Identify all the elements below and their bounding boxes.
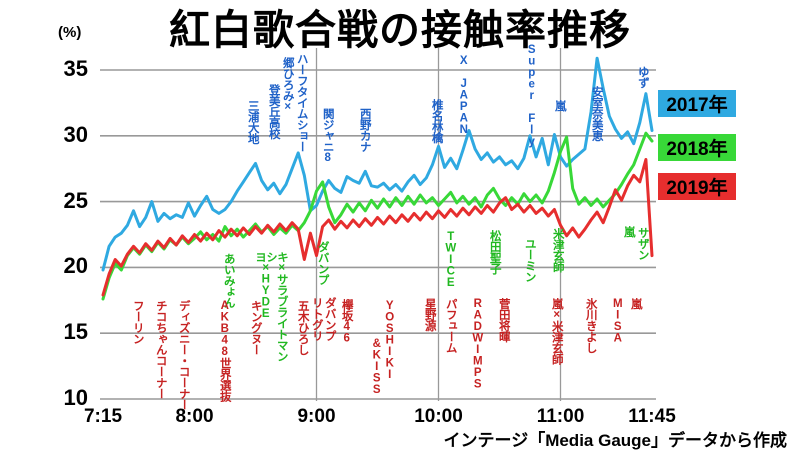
artist-label-2017: Super Fly: [525, 44, 538, 148]
artist-label-2017: 西野カナ: [358, 108, 371, 152]
artist-label-2019: ディズニー・コーナー: [177, 300, 190, 410]
chart-title: 紅白歌合戦の接触率推移: [169, 7, 631, 53]
legend-item-2019年: 2019年: [658, 173, 736, 200]
artist-label-2017: X JAPAN: [457, 55, 470, 136]
artist-label-2017: 登美丘高校: [267, 84, 280, 139]
artist-label-2018: 米津玄師: [551, 228, 564, 272]
artist-label-2018: TWICE: [444, 231, 457, 289]
legend-item-2017年: 2017年: [658, 90, 736, 117]
artist-label-2019: 五木ひろし: [296, 300, 309, 355]
line-series-2019年: [101, 158, 654, 297]
y-tick-label: 20: [63, 253, 88, 279]
x-tick-label: 11:45: [628, 406, 676, 427]
source-caption: インテージ「Media Gauge」データから作成: [443, 431, 787, 450]
y-axis-unit-label: (%): [58, 24, 82, 41]
artist-label-2019: &KISS: [370, 338, 383, 396]
x-tick-label: 8:00: [175, 406, 214, 427]
artist-label-2019: ダバンプ: [323, 297, 336, 341]
line-series-2018年: [101, 131, 654, 301]
artist-label-2017: 三浦大地: [246, 100, 259, 144]
artist-label-2019: 星野源: [423, 298, 436, 331]
x-tick-label: 9:00: [297, 406, 336, 427]
artist-label-2017: 椎名林檎: [430, 99, 443, 143]
artist-label-2019: キングヌー: [249, 300, 262, 355]
artist-label-2019: YOSHIKI: [383, 300, 396, 381]
artist-label-2018: ×HYDE: [259, 262, 272, 320]
artist-label-2017: 郷ひろみ×: [281, 57, 294, 113]
artist-label-2017: 関ジャニ8: [321, 108, 334, 164]
artist-label-2019: 氷川きよし: [584, 298, 597, 353]
artist-label-2018: ヨシキ: [255, 252, 289, 264]
artist-label-2018: あいみょん: [222, 253, 235, 308]
artist-label-2019: 欅坂46: [340, 299, 353, 344]
artist-label-2018: 嵐: [622, 226, 635, 237]
artist-label-2017: 安室奈美恵: [590, 86, 603, 141]
legend-item-2018年: 2018年: [658, 134, 736, 161]
artist-label-2019: 嵐: [629, 298, 642, 309]
y-tick-label: 25: [63, 187, 88, 213]
artist-label-2018: サザン: [636, 227, 649, 260]
artist-label-2019: リトグリ: [310, 297, 323, 341]
artist-label-2018: ユーミン: [523, 238, 536, 282]
x-tick-label: 10:00: [414, 406, 463, 427]
artist-label-2019: AKB48世界選抜: [218, 300, 231, 402]
artist-label-2019: 嵐×米津玄師: [550, 298, 563, 365]
y-tick-label: 10: [63, 385, 88, 410]
y-tick-label: 35: [63, 56, 88, 81]
artist-label-2017: ハーフタイムショー: [295, 53, 308, 152]
artist-label-2017: 嵐: [553, 100, 566, 111]
x-tick-label: 11:00: [536, 406, 585, 427]
artist-label-2019: RADWIMPS: [471, 298, 484, 390]
artist-label-2019: フーリン: [131, 300, 144, 344]
artist-label-2019: パフューム: [444, 298, 457, 353]
y-tick-label: 30: [63, 121, 88, 147]
artist-label-2018: ダバンプ: [316, 241, 329, 285]
artist-label-2019: チコちゃんコーナー: [154, 300, 167, 399]
y-tick-label: 15: [63, 319, 88, 345]
artist-label-2019: MISA: [611, 298, 624, 344]
artist-label-2019: 菅田将暉: [497, 298, 510, 342]
artist-label-2018: 松田聖子: [488, 230, 501, 274]
x-tick-label: 7:15: [83, 406, 123, 427]
artist-label-2018: ×サラブライトマン: [275, 262, 288, 362]
artist-label-2017: ゆず: [636, 66, 649, 88]
